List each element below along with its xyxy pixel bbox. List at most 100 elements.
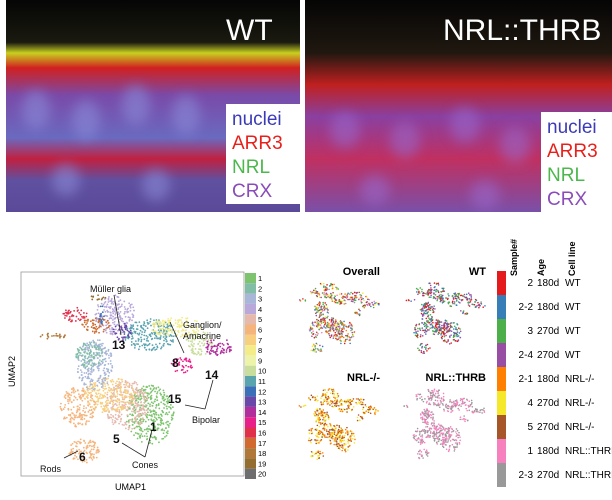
subpanel-point	[334, 328, 337, 330]
umap-point	[147, 425, 150, 428]
subpanel-point	[333, 396, 335, 399]
umap-point	[149, 387, 152, 390]
umap-point	[150, 349, 153, 352]
umap-point	[77, 355, 80, 357]
subpanel-point	[314, 415, 317, 417]
umap-point	[85, 392, 87, 395]
subpanel-point	[460, 403, 463, 405]
subpanel-point	[418, 290, 420, 293]
umap-point	[97, 400, 100, 403]
umap-point	[99, 305, 102, 308]
colorbar-label: 7	[258, 336, 262, 345]
umap-point	[167, 317, 170, 320]
subpanel-point	[313, 336, 316, 339]
umap-point	[160, 346, 163, 348]
subpanel-point	[467, 406, 470, 408]
subpanel-point	[348, 398, 350, 401]
umap-point	[96, 357, 99, 359]
umap-point	[89, 416, 92, 419]
subpanel-point	[345, 325, 347, 328]
umap-point	[144, 413, 147, 416]
umap-point	[87, 391, 90, 394]
umap-point	[155, 411, 158, 414]
umap-point	[132, 399, 135, 401]
umap-point	[95, 406, 97, 408]
umap-point	[98, 359, 101, 362]
subpanel-point	[432, 413, 434, 415]
subpanel-point	[447, 297, 449, 300]
subpanel-point	[323, 289, 325, 291]
colorbar-swatch	[245, 293, 256, 304]
sample-cell-line: NRL-/-	[565, 374, 595, 385]
subpanel-point	[317, 451, 320, 454]
subpanel-point	[327, 396, 330, 399]
subpanel-point	[454, 292, 457, 294]
subpanel-point	[362, 297, 364, 300]
umap-point	[153, 330, 156, 332]
subpanel-point	[419, 329, 422, 332]
subpanel-point	[318, 302, 320, 305]
umap-point	[65, 311, 68, 314]
umap-point	[114, 313, 117, 316]
umap-point	[118, 328, 120, 331]
subpanel-point	[349, 339, 351, 341]
subpanel-point	[365, 410, 368, 412]
umap-point	[80, 347, 83, 350]
umap-point	[85, 362, 87, 365]
subpanel-point	[328, 322, 330, 325]
umap-point	[77, 349, 80, 351]
subpanel-point	[316, 395, 319, 397]
subpanel-point	[431, 390, 434, 392]
label-amacrine: Amacrine	[183, 331, 221, 341]
subpanel-point	[446, 325, 449, 327]
umap-point	[149, 428, 152, 431]
umap-point	[124, 421, 127, 424]
subpanel-point	[434, 322, 437, 324]
umap-point	[127, 336, 130, 338]
umap-point	[136, 397, 139, 400]
umap-point	[82, 365, 85, 368]
subpanel-point	[332, 335, 335, 338]
subpanel-point	[316, 409, 319, 412]
umap-point	[198, 336, 201, 338]
umap-point	[140, 340, 143, 343]
subpanel-point	[475, 306, 477, 308]
subpanel-point	[353, 442, 356, 444]
umap-point	[117, 406, 119, 409]
subpanel-point	[426, 343, 429, 346]
subpanel-point	[479, 411, 481, 414]
subpanel-point	[361, 408, 364, 411]
umap-point	[155, 387, 158, 390]
subpanel-point	[341, 300, 344, 303]
umap-point	[124, 308, 127, 310]
subpanel-point	[347, 442, 349, 444]
subpanel-point	[433, 425, 436, 428]
subpanel-point	[449, 426, 452, 428]
subpanel-point	[421, 303, 423, 306]
umap-point	[163, 429, 166, 432]
subpanel-point	[317, 455, 319, 457]
subpanel-point	[331, 389, 333, 391]
subpanel-point	[459, 336, 462, 339]
subpanel-point	[479, 409, 482, 411]
subpanel-point	[372, 306, 375, 309]
umap-point	[69, 310, 72, 313]
umap-point	[78, 377, 81, 379]
umap-point	[90, 326, 93, 328]
umap-point	[104, 395, 107, 398]
umap-point	[97, 321, 100, 323]
subpanel-point	[453, 400, 455, 403]
umap-point	[167, 319, 169, 322]
subpanel-point	[448, 438, 450, 440]
subpanel-point	[336, 432, 339, 435]
subpanel-wt: WT	[388, 262, 490, 364]
subpanel-point	[336, 392, 339, 395]
subpanel-point	[452, 336, 455, 339]
subpanel-point	[449, 329, 451, 332]
subpanel-point	[318, 421, 320, 424]
umap-point	[131, 319, 133, 322]
subpanel-point	[443, 328, 446, 331]
umap-point	[161, 438, 164, 440]
umap-point	[153, 319, 155, 322]
umap-point	[104, 392, 107, 394]
